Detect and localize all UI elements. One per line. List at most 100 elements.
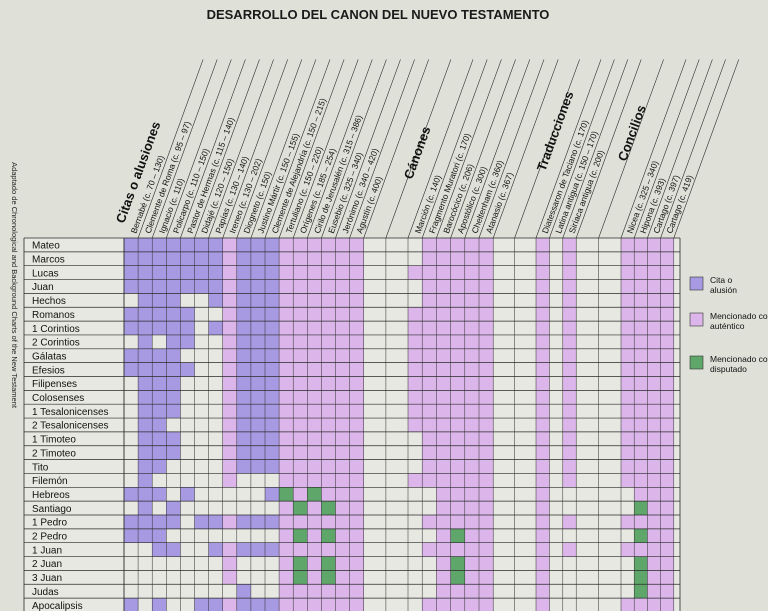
cell-25-23 bbox=[536, 584, 550, 599]
cell-16-16 bbox=[349, 459, 364, 474]
cell-21-13 bbox=[307, 528, 322, 543]
cell-20-10 bbox=[265, 515, 280, 529]
cell-11-15 bbox=[335, 390, 350, 405]
cell-22-26 bbox=[621, 542, 635, 557]
cell-4-12 bbox=[293, 293, 308, 308]
cell-21-12 bbox=[293, 528, 308, 543]
cell-17-1 bbox=[138, 473, 153, 488]
cell-12-25 bbox=[562, 404, 577, 419]
cell-26-19 bbox=[436, 598, 451, 611]
cell-2-18 bbox=[422, 265, 437, 280]
legend-label-0: Cita o alusión bbox=[710, 275, 737, 295]
cell-20-1 bbox=[138, 515, 153, 529]
cell-16-10 bbox=[265, 459, 280, 474]
row-label-20: 1 Pedro bbox=[32, 518, 67, 529]
cell-24-16 bbox=[349, 570, 364, 585]
cell-0-25 bbox=[562, 238, 577, 252]
cell-14-14 bbox=[321, 431, 336, 446]
cell-21-21 bbox=[464, 528, 479, 543]
cell-10-3 bbox=[166, 376, 181, 391]
cell-13-18 bbox=[422, 418, 437, 432]
cell-25-20 bbox=[450, 584, 465, 599]
cell-5-21 bbox=[464, 307, 479, 322]
cell-11-22 bbox=[479, 390, 494, 405]
cell-14-7 bbox=[222, 431, 237, 446]
cell-15-14 bbox=[321, 445, 336, 460]
cell-15-18 bbox=[422, 445, 437, 460]
cell-4-14 bbox=[321, 293, 336, 308]
cell-20-20 bbox=[450, 515, 465, 529]
row-label-5: Romanos bbox=[32, 310, 75, 321]
cell-21-1 bbox=[138, 528, 153, 543]
cell-21-28 bbox=[647, 528, 661, 543]
cell-21-2 bbox=[152, 528, 167, 543]
cell-14-2 bbox=[152, 431, 167, 446]
cell-13-14 bbox=[321, 418, 336, 432]
row-label-12: 1 Tesalonicenses bbox=[32, 407, 109, 418]
cell-18-28 bbox=[647, 487, 661, 502]
cell-15-20 bbox=[450, 445, 465, 460]
cell-0-10 bbox=[265, 238, 280, 252]
cell-9-9 bbox=[250, 362, 265, 377]
cell-8-25 bbox=[562, 348, 577, 363]
cell-8-10 bbox=[265, 348, 280, 363]
cell-18-0 bbox=[124, 487, 139, 502]
cell-4-3 bbox=[166, 293, 181, 308]
cell-3-6 bbox=[208, 279, 223, 294]
cell-0-18 bbox=[422, 238, 437, 252]
cell-3-15 bbox=[335, 279, 350, 294]
cell-12-11 bbox=[279, 404, 294, 419]
cell-16-23 bbox=[536, 459, 550, 474]
cell-1-12 bbox=[293, 251, 308, 266]
cell-9-23 bbox=[536, 362, 550, 377]
cell-20-5 bbox=[194, 515, 209, 529]
cell-2-26 bbox=[621, 265, 635, 280]
cell-1-2 bbox=[152, 251, 167, 266]
cell-15-21 bbox=[464, 445, 479, 460]
cell-20-29 bbox=[660, 515, 674, 529]
cell-2-19 bbox=[436, 265, 451, 280]
cell-16-29 bbox=[660, 459, 674, 474]
cell-12-12 bbox=[293, 404, 308, 419]
cell-22-7 bbox=[222, 542, 237, 557]
cell-25-14 bbox=[321, 584, 336, 599]
cell-6-20 bbox=[450, 321, 465, 335]
row-label-15: 2 Timoteo bbox=[32, 448, 76, 459]
cell-20-9 bbox=[250, 515, 265, 529]
cell-17-25 bbox=[562, 473, 577, 488]
cell-3-21 bbox=[464, 279, 479, 294]
cell-5-14 bbox=[321, 307, 336, 322]
cell-6-0 bbox=[124, 321, 139, 335]
cell-22-12 bbox=[293, 542, 308, 557]
cell-6-4 bbox=[180, 321, 195, 335]
cell-grid bbox=[24, 238, 680, 611]
cell-22-19 bbox=[436, 542, 451, 557]
cell-5-22 bbox=[479, 307, 494, 322]
cell-4-6 bbox=[208, 293, 223, 308]
cell-2-6 bbox=[208, 265, 223, 280]
cell-13-7 bbox=[222, 418, 237, 432]
cell-25-16 bbox=[349, 584, 364, 599]
cell-26-6 bbox=[208, 598, 223, 611]
cell-6-2 bbox=[152, 321, 167, 335]
cell-0-22 bbox=[479, 238, 494, 252]
cell-13-12 bbox=[293, 418, 308, 432]
cell-7-19 bbox=[436, 334, 451, 349]
cell-3-27 bbox=[634, 279, 648, 294]
cell-1-28 bbox=[647, 251, 661, 266]
cell-15-23 bbox=[536, 445, 550, 460]
cell-14-15 bbox=[335, 431, 350, 446]
cell-14-13 bbox=[307, 431, 322, 446]
cell-8-13 bbox=[307, 348, 322, 363]
cell-3-3 bbox=[166, 279, 181, 294]
cell-19-21 bbox=[464, 501, 479, 515]
cell-10-29 bbox=[660, 376, 674, 391]
cell-4-26 bbox=[621, 293, 635, 308]
cell-25-11 bbox=[279, 584, 294, 599]
cell-25-12 bbox=[293, 584, 308, 599]
cell-7-20 bbox=[450, 334, 465, 349]
cell-26-21 bbox=[464, 598, 479, 611]
cell-8-21 bbox=[464, 348, 479, 363]
cell-7-11 bbox=[279, 334, 294, 349]
cell-13-26 bbox=[621, 418, 635, 432]
